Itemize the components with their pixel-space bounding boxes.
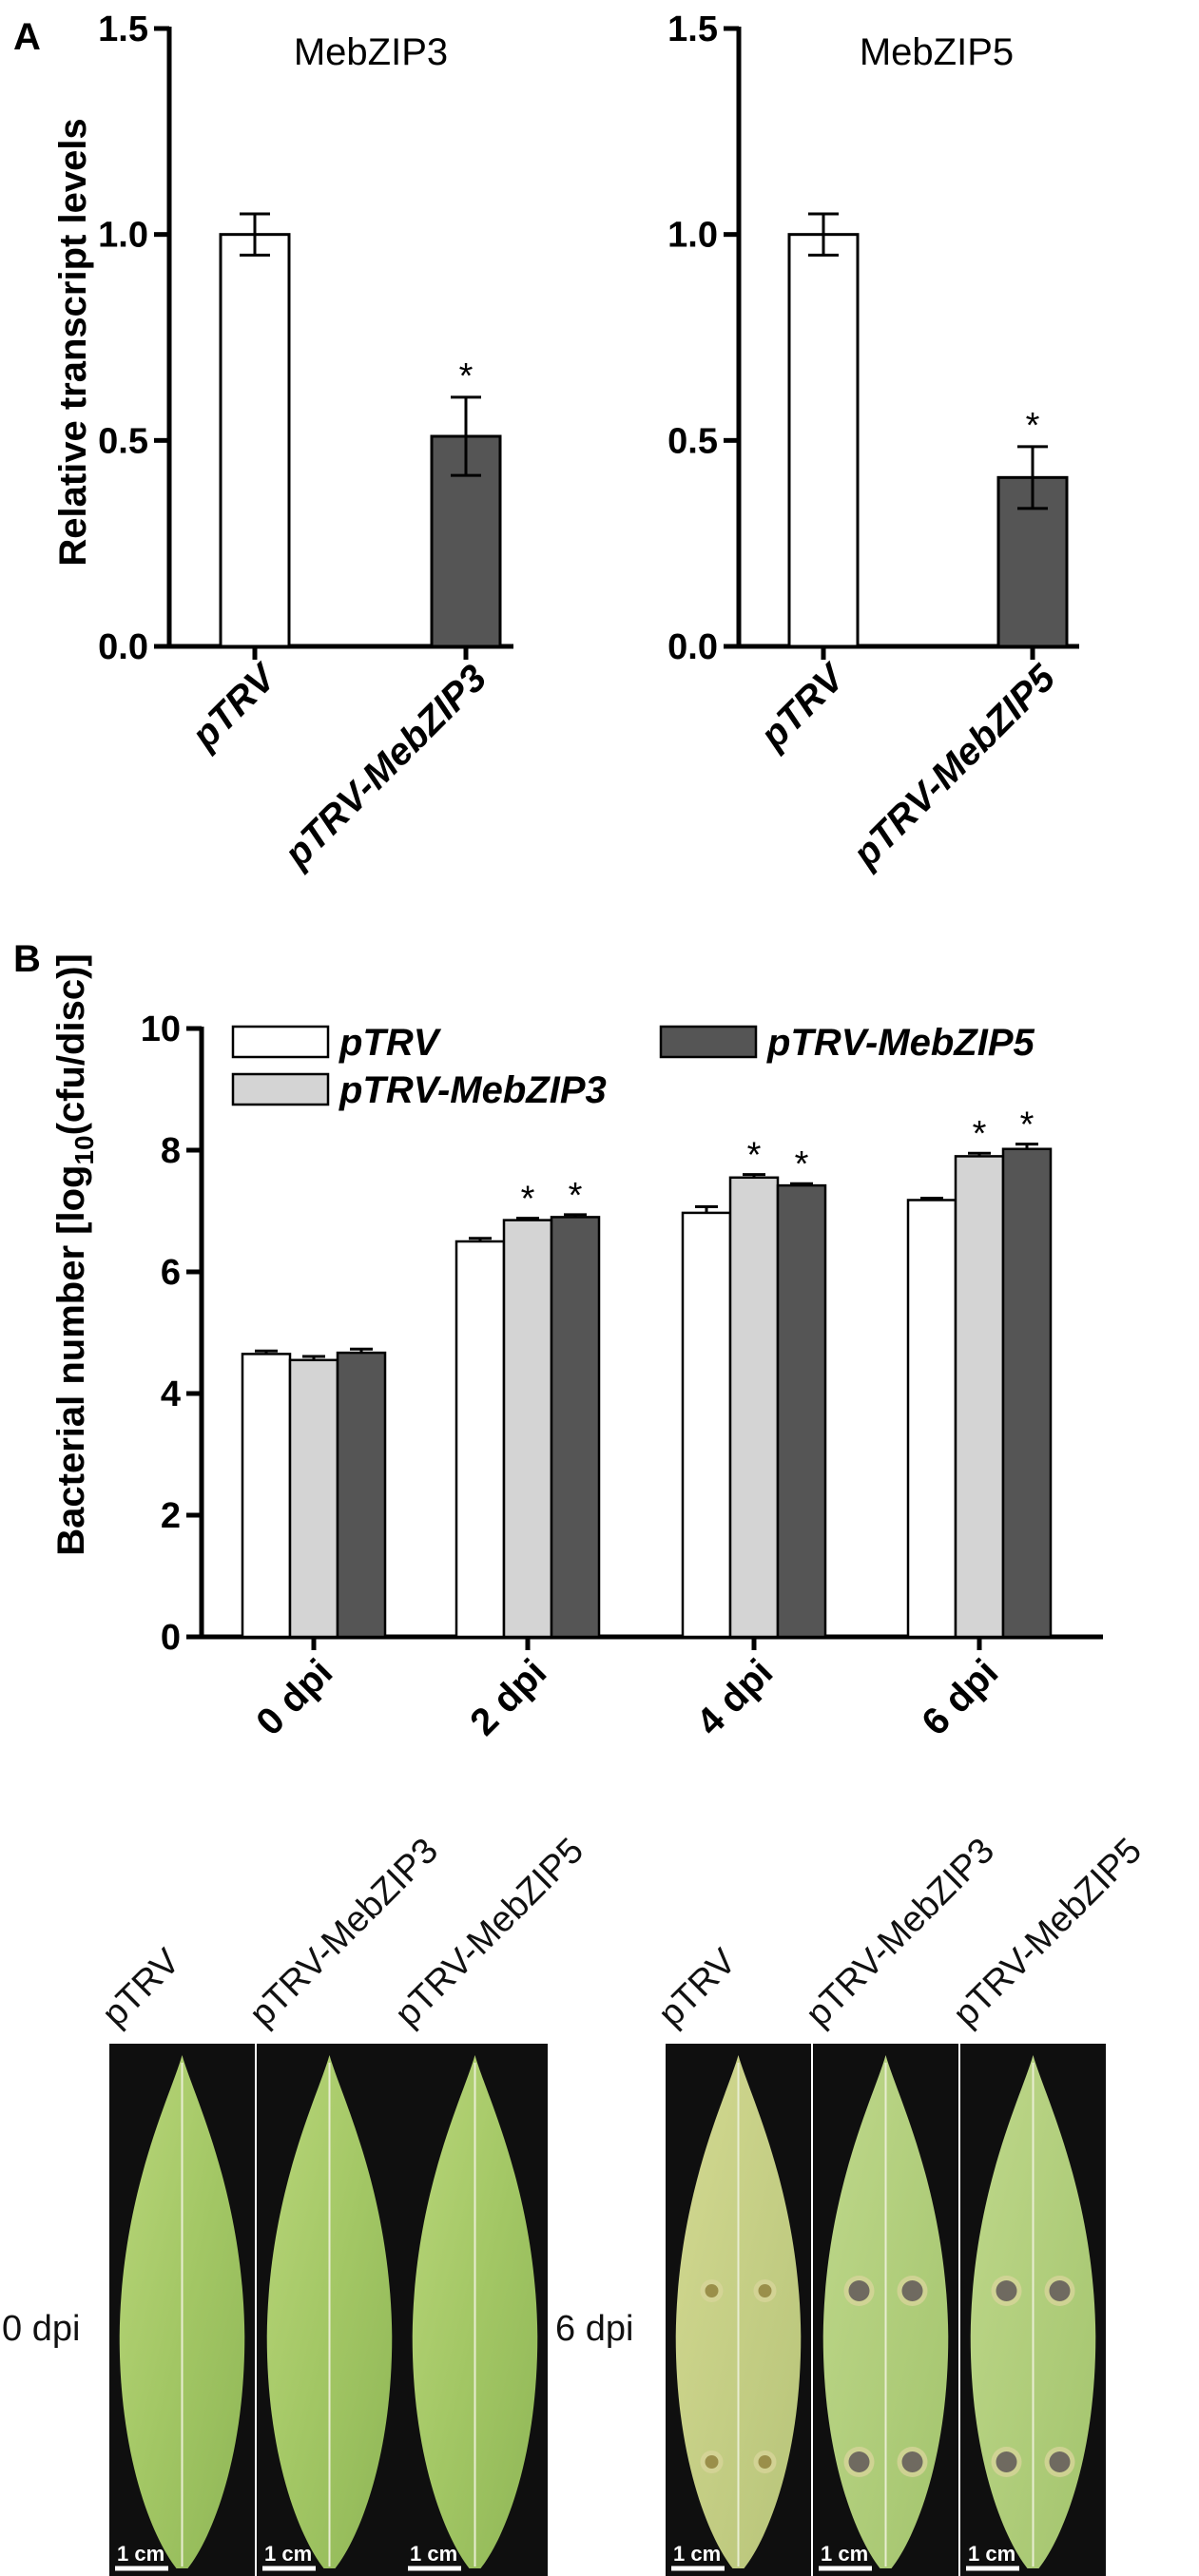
leaf-label: pTRV <box>651 1941 745 2034</box>
bar <box>550 1216 601 1639</box>
category-label: pTRV-MebZIP3 <box>276 657 494 875</box>
significance-star: * <box>747 1136 762 1176</box>
bar <box>776 1183 827 1639</box>
y-axis-label-sub: 10 <box>69 1135 99 1164</box>
significance-star: * <box>459 356 474 396</box>
y-tick-label: 1.0 <box>98 216 148 256</box>
scale-label: 1 cm <box>821 2542 868 2566</box>
category-label: 4 dpi <box>688 1651 781 1743</box>
scale-label: 1 cm <box>264 2542 312 2566</box>
bar <box>787 233 860 648</box>
chart-title: MebZIP5 <box>860 31 1014 73</box>
legend-label: pTRV-MebZIP5 <box>766 1022 1035 1064</box>
panel-letter-b: B <box>13 938 41 980</box>
lesion <box>996 2280 1017 2301</box>
chart-mebzip5-transcript: MebZIP5 0.0 0.5 1.0 1.5 pTRV * pTRV-MebZIP5 <box>667 10 1079 876</box>
lesion <box>758 2455 772 2469</box>
legend-swatch <box>231 1025 330 1059</box>
significance-star: * <box>1020 1105 1035 1145</box>
y-axis-label-end: (cfu/disc)] <box>50 953 92 1135</box>
y-tick-label: 1.5 <box>98 10 148 49</box>
y-axis-label-text: Bacterial number [log <box>50 1165 92 1556</box>
lesion <box>705 2455 719 2469</box>
category-label: pTRV <box>752 655 855 758</box>
scale-label: 1 cm <box>673 2542 721 2566</box>
y-tick-label: 0 <box>161 1618 181 1658</box>
legend: pTRV pTRV-MebZIP3 pTRV-MebZIP5 <box>231 1022 1035 1111</box>
y-tick-label: 0.5 <box>667 421 718 461</box>
legend-swatch <box>231 1072 330 1106</box>
chart-mebzip3-transcript: Relative transcript levels MebZIP3 0.0 0.… <box>52 10 513 876</box>
legend-swatch <box>659 1025 758 1059</box>
y-tick-label: 0.0 <box>98 627 148 667</box>
y-tick-label: 10 <box>141 1009 181 1049</box>
y-tick-label: 4 <box>161 1375 181 1414</box>
y-tick-label: 0.5 <box>98 421 148 461</box>
legend-label: pTRV-MebZIP3 <box>338 1069 607 1111</box>
bar <box>336 1351 387 1639</box>
bar <box>288 1358 339 1639</box>
significance-star: * <box>521 1180 535 1220</box>
bar <box>241 1353 292 1639</box>
bar <box>1001 1147 1053 1639</box>
y-tick-label: 8 <box>161 1131 181 1171</box>
significance-star: * <box>973 1114 987 1154</box>
lesion <box>705 2284 719 2297</box>
dpi-label: 0 dpi <box>2 2309 80 2349</box>
bar <box>219 233 291 648</box>
panel-letter-a: A <box>13 16 41 58</box>
bar <box>906 1199 957 1639</box>
lesion <box>901 2280 923 2301</box>
legend-label: pTRV <box>338 1022 442 1064</box>
y-tick-label: 1.5 <box>667 10 718 49</box>
y-axis-label: Relative transcript levels <box>52 118 94 566</box>
lesion <box>1049 2280 1071 2301</box>
lesion <box>996 2451 1017 2472</box>
lesion <box>758 2284 772 2297</box>
bar <box>681 1211 732 1639</box>
bar <box>728 1176 780 1639</box>
y-axis-label: Bacterial number [log10(cfu/disc)] <box>50 953 99 1555</box>
bar <box>954 1155 1005 1639</box>
y-tick-label: 0.0 <box>667 627 718 667</box>
significance-star: * <box>1026 406 1040 446</box>
scale-label: 1 cm <box>117 2542 164 2566</box>
lesion <box>848 2451 870 2472</box>
y-tick-label: 1.0 <box>667 216 718 256</box>
category-label: pTRV <box>184 655 286 758</box>
scale-label: 1 cm <box>410 2542 457 2566</box>
category-label: 2 dpi <box>462 1651 554 1743</box>
leaf-label: pTRV <box>95 1941 188 2034</box>
y-tick-label: 6 <box>161 1253 181 1293</box>
category-label: pTRV-MebZIP5 <box>844 657 1064 876</box>
bar <box>502 1219 553 1639</box>
dpi-label: 6 dpi <box>555 2309 633 2349</box>
y-tick-label: 2 <box>161 1496 181 1536</box>
lesion <box>1049 2451 1071 2472</box>
significance-star: * <box>569 1176 583 1216</box>
category-label: 6 dpi <box>914 1651 1006 1743</box>
chart-title: MebZIP3 <box>294 31 448 73</box>
lesion <box>901 2451 923 2472</box>
significance-star: * <box>795 1144 809 1184</box>
bar <box>454 1240 506 1639</box>
lesion <box>848 2280 870 2301</box>
category-label: 0 dpi <box>248 1651 340 1743</box>
scale-label: 1 cm <box>968 2542 1015 2566</box>
